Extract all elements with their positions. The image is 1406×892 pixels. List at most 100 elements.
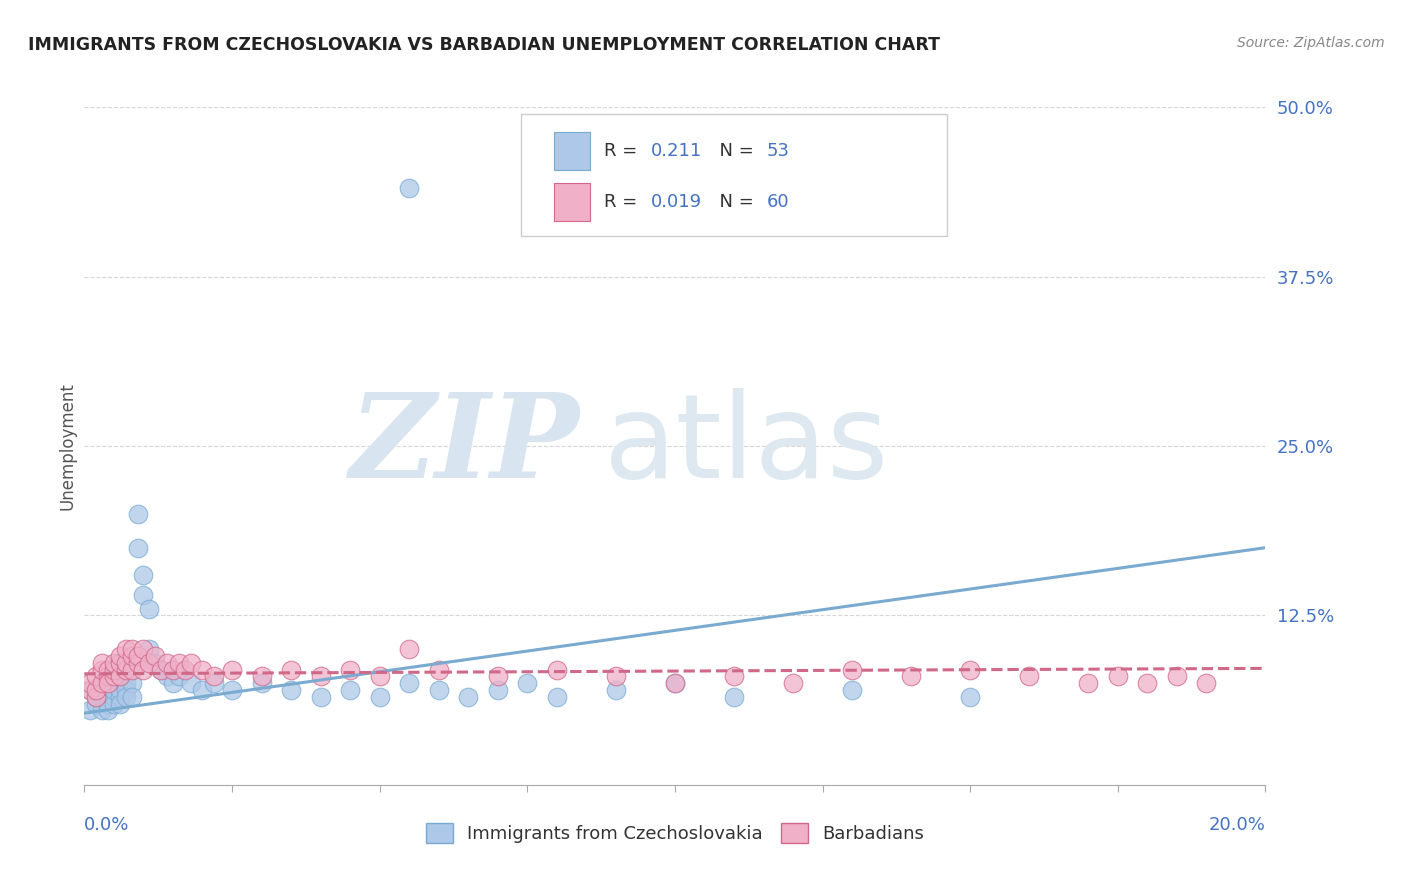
Point xyxy=(127,507,149,521)
Text: atlas: atlas xyxy=(605,389,890,503)
Point xyxy=(156,656,179,670)
Point xyxy=(486,669,509,683)
Text: IMMIGRANTS FROM CZECHOSLOVAKIA VS BARBADIAN UNEMPLOYMENT CORRELATION CHART: IMMIGRANTS FROM CZECHOSLOVAKIA VS BARBAD… xyxy=(28,36,941,54)
Point xyxy=(841,663,863,677)
Point xyxy=(605,683,627,698)
Point xyxy=(84,690,107,704)
Point xyxy=(339,663,361,677)
Point xyxy=(103,697,125,711)
Point xyxy=(427,683,450,698)
Text: 0.211: 0.211 xyxy=(651,142,703,160)
Point xyxy=(1077,676,1099,690)
Point xyxy=(900,669,922,683)
Point xyxy=(103,656,125,670)
Point xyxy=(91,656,114,670)
Point xyxy=(91,683,114,698)
Point xyxy=(132,642,155,657)
Point xyxy=(546,663,568,677)
Point xyxy=(114,690,136,704)
Point xyxy=(79,683,101,698)
Point xyxy=(108,690,131,704)
Text: R =: R = xyxy=(605,193,643,211)
Point xyxy=(368,669,391,683)
Point xyxy=(84,690,107,704)
Point xyxy=(1018,669,1040,683)
Point xyxy=(103,669,125,683)
Point xyxy=(97,676,120,690)
Point xyxy=(398,676,420,690)
Point xyxy=(202,676,225,690)
Point xyxy=(121,690,143,704)
Point xyxy=(84,669,107,683)
Point xyxy=(191,683,214,698)
Point xyxy=(132,663,155,677)
Text: Source: ZipAtlas.com: Source: ZipAtlas.com xyxy=(1237,36,1385,50)
Point xyxy=(150,663,173,677)
Point xyxy=(1166,669,1188,683)
Point xyxy=(162,663,184,677)
Point xyxy=(84,697,107,711)
Point xyxy=(132,567,155,582)
Point xyxy=(79,676,101,690)
Point xyxy=(108,656,131,670)
Point xyxy=(250,676,273,690)
Point xyxy=(103,683,125,698)
Point xyxy=(546,690,568,704)
Point xyxy=(221,683,243,698)
Point xyxy=(97,669,120,683)
Point xyxy=(959,663,981,677)
Point xyxy=(108,669,131,683)
Text: 20.0%: 20.0% xyxy=(1209,815,1265,833)
Point xyxy=(79,683,101,698)
Point xyxy=(138,601,160,615)
Point xyxy=(103,690,125,704)
Point xyxy=(143,649,166,664)
Point xyxy=(782,676,804,690)
Point xyxy=(138,656,160,670)
Point xyxy=(723,669,745,683)
Point xyxy=(1136,676,1159,690)
Text: 0.019: 0.019 xyxy=(651,193,703,211)
Text: 0.0%: 0.0% xyxy=(84,815,129,833)
Point xyxy=(280,663,302,677)
Point xyxy=(180,676,202,690)
Point xyxy=(398,181,420,195)
Point xyxy=(723,690,745,704)
Point xyxy=(91,663,114,677)
Point xyxy=(108,649,131,664)
Point xyxy=(664,676,686,690)
Point xyxy=(368,690,391,704)
Point xyxy=(97,703,120,717)
Point xyxy=(143,656,166,670)
Point xyxy=(398,642,420,657)
Point xyxy=(121,676,143,690)
Y-axis label: Unemployment: Unemployment xyxy=(58,382,76,510)
Text: N =: N = xyxy=(709,142,759,160)
Point xyxy=(97,697,120,711)
Point xyxy=(114,676,136,690)
Text: 53: 53 xyxy=(768,142,790,160)
Point xyxy=(167,669,190,683)
Text: R =: R = xyxy=(605,142,643,160)
Point xyxy=(127,649,149,664)
Point xyxy=(114,683,136,698)
Point xyxy=(202,669,225,683)
Point xyxy=(180,656,202,670)
Text: N =: N = xyxy=(709,193,759,211)
Point xyxy=(108,697,131,711)
Point xyxy=(97,663,120,677)
Point xyxy=(84,683,107,698)
Point xyxy=(1195,676,1218,690)
Point xyxy=(97,669,120,683)
Point xyxy=(605,669,627,683)
Point xyxy=(280,683,302,698)
Point xyxy=(309,690,332,704)
Bar xyxy=(554,183,591,220)
Text: 60: 60 xyxy=(768,193,790,211)
Point xyxy=(103,663,125,677)
Point xyxy=(167,656,190,670)
Point xyxy=(132,588,155,602)
Point xyxy=(114,656,136,670)
Point xyxy=(1107,669,1129,683)
Point xyxy=(664,676,686,690)
